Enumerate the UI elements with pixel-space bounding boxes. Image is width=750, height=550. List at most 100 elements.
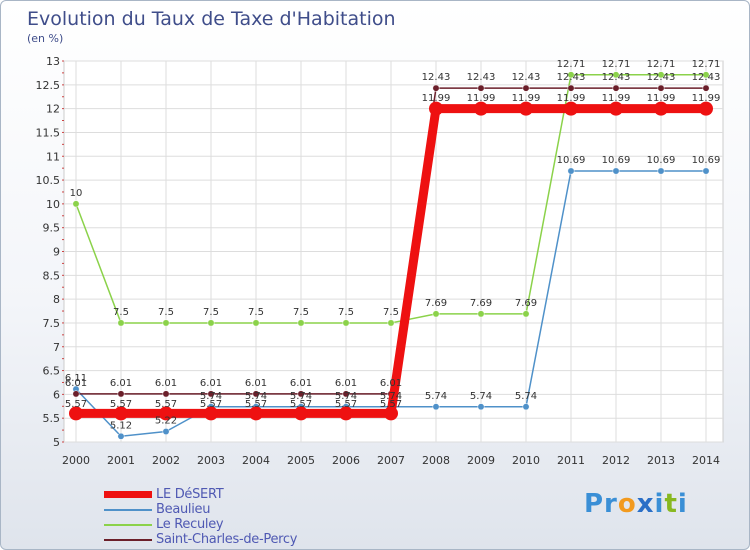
legend-swatch-saint-charles	[104, 538, 152, 541]
series-point-2	[162, 319, 170, 327]
series-point-0	[69, 406, 83, 421]
logo-part: t	[664, 489, 678, 519]
y-tick-label: 6	[53, 388, 60, 401]
series-point-2	[477, 310, 485, 318]
x-tick-label: 2006	[332, 454, 360, 467]
data-label: 6.11	[65, 373, 87, 384]
legend-label-le-desert: LE DéSERT	[156, 487, 224, 502]
data-label: 12.71	[557, 59, 586, 70]
series-point-0	[204, 406, 218, 421]
series-point-3	[297, 390, 305, 398]
series-point-3	[342, 390, 350, 398]
data-label: 7.69	[470, 298, 492, 309]
y-tick-label: 8	[53, 293, 60, 306]
data-label: 5.74	[380, 391, 402, 402]
data-label: 6.01	[245, 378, 267, 389]
legend: LE DéSERT Beaulieu Le Reculey Saint-Char…	[104, 487, 297, 547]
data-label: 12.43	[602, 72, 631, 83]
data-label: 12.43	[692, 72, 721, 83]
data-label: 5.57	[380, 399, 402, 410]
data-label: 5.74	[515, 391, 537, 402]
data-label: 5.57	[335, 399, 357, 410]
series-point-0	[699, 101, 713, 116]
data-label: 7.5	[158, 307, 174, 318]
x-tick-label: 2003	[197, 454, 225, 467]
legend-item-le-desert: LE DéSERT	[104, 487, 297, 502]
data-label: 7.69	[515, 298, 537, 309]
legend-swatch-le-reculey	[104, 523, 152, 526]
y-tick-label: 7.5	[43, 317, 61, 330]
data-label: 6.01	[200, 378, 222, 389]
data-label: 7.5	[113, 307, 129, 318]
series-point-2	[387, 319, 395, 327]
y-tick-label: 5	[53, 436, 60, 449]
x-tick-label: 2004	[242, 454, 270, 467]
series-point-3	[567, 84, 575, 92]
data-label: 10.69	[692, 155, 721, 166]
series-point-1	[702, 167, 710, 175]
data-label: 12.71	[602, 59, 631, 70]
series-point-0	[474, 101, 488, 116]
data-label: 11.99	[647, 93, 676, 104]
logo-part: Pr	[584, 489, 618, 519]
data-label: 5.12	[110, 420, 132, 431]
data-label: 5.57	[200, 399, 222, 410]
data-label: 6.01	[290, 378, 312, 389]
data-label: 12.43	[422, 72, 451, 83]
data-label: 5.57	[110, 399, 132, 410]
series-point-2	[702, 71, 710, 79]
x-tick-label: 2000	[62, 454, 90, 467]
legend-item-le-reculey: Le Reculey	[104, 517, 297, 532]
proxiti-logo: Proxiti	[584, 489, 688, 519]
series-point-0	[384, 406, 398, 421]
logo-part: i	[654, 489, 665, 519]
data-label: 7.69	[425, 298, 447, 309]
data-label: 10.69	[557, 155, 586, 166]
series-point-3	[162, 390, 170, 398]
y-tick-label: 9	[53, 246, 60, 259]
data-label: 5.74	[425, 391, 447, 402]
legend-swatch-beaulieu	[104, 508, 152, 511]
series-point-0	[609, 101, 623, 116]
x-tick-label: 2001	[107, 454, 135, 467]
series-point-1	[432, 403, 440, 411]
series-point-0	[294, 406, 308, 421]
chart-title: Evolution du Taux de Taxe d'Habitation	[27, 8, 396, 30]
series-point-3	[612, 84, 620, 92]
data-label: 12.71	[647, 59, 676, 70]
series-layer	[69, 71, 713, 440]
y-tick-label: 12.5	[36, 79, 61, 92]
data-label: 5.57	[245, 399, 267, 410]
data-label: 12.43	[512, 72, 541, 83]
series-point-3	[72, 390, 80, 398]
y-tick-label: 11	[46, 150, 60, 163]
series-point-2	[522, 310, 530, 318]
data-label: 5.57	[65, 399, 87, 410]
data-label: 5.57	[155, 399, 177, 410]
series-point-0	[654, 101, 668, 116]
unit-label: (en %)	[27, 32, 63, 45]
series-point-0	[429, 101, 443, 116]
series-point-0	[339, 406, 353, 421]
x-tick-label: 2013	[647, 454, 675, 467]
series-point-0	[249, 406, 263, 421]
data-label: 7.5	[383, 307, 399, 318]
series-point-2	[567, 71, 575, 79]
series-point-2	[342, 319, 350, 327]
data-label: 5.74	[335, 391, 357, 402]
data-label: 11.99	[602, 93, 631, 104]
x-tick-label: 2008	[422, 454, 450, 467]
data-label: 5.57	[290, 399, 312, 410]
series-point-2	[612, 71, 620, 79]
data-label: 11.99	[692, 93, 721, 104]
legend-item-saint-charles: Saint-Charles-de-Percy	[104, 532, 297, 547]
series-point-2	[432, 310, 440, 318]
series-point-2	[252, 319, 260, 327]
series-point-3	[657, 84, 665, 92]
data-label: 5.22	[155, 416, 177, 427]
x-tick-label: 2014	[692, 454, 720, 467]
series-point-3	[432, 84, 440, 92]
data-label: 11.99	[467, 93, 496, 104]
x-tick-label: 2010	[512, 454, 540, 467]
